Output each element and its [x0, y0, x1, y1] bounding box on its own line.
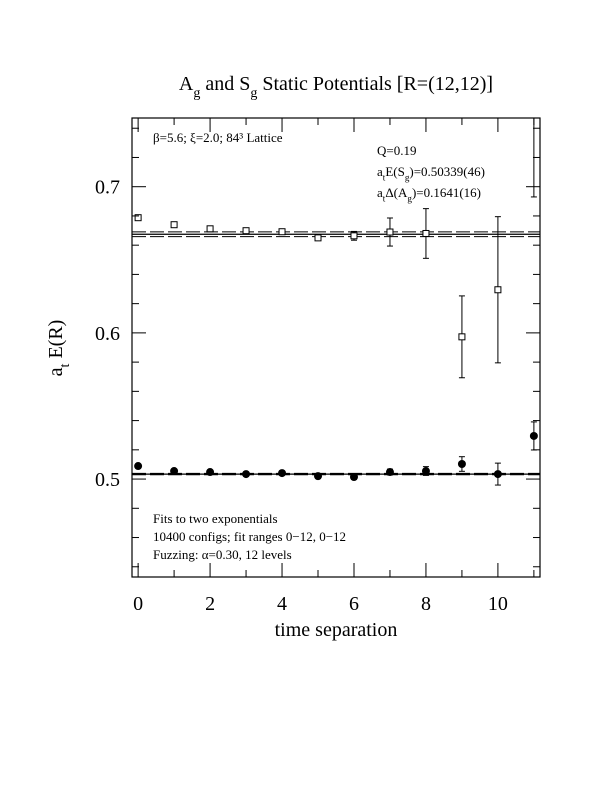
data-point: [278, 228, 286, 236]
x-tick-label: 0: [133, 593, 143, 615]
data-point: [314, 234, 322, 242]
data-point: [170, 221, 178, 229]
x-tick-label: 10: [488, 593, 508, 615]
annotation: Q=0.19: [377, 143, 416, 158]
text-part: g: [250, 86, 257, 101]
data-point: [385, 468, 394, 477]
text-part: Fits to two exponentials: [153, 511, 278, 526]
text-part: A: [179, 73, 194, 95]
annotation: atE(Sg)=0.50339(46): [377, 164, 485, 183]
x-axis-label: time separation: [275, 619, 398, 641]
annotation: β=5.6; ξ=2.0; 84³ Lattice: [153, 130, 283, 145]
data-point: [314, 472, 323, 481]
text-part: )=0.1641(16): [412, 185, 481, 200]
annotation: Fuzzing: α=0.30, 12 levels: [153, 547, 292, 562]
data-point: [278, 469, 287, 478]
data-point: [206, 468, 215, 477]
text-part: E(R): [45, 320, 67, 364]
data-point: [386, 228, 394, 236]
text-part: t: [383, 194, 386, 204]
text-part: a: [45, 367, 67, 376]
text-part: E(S: [385, 164, 405, 179]
text-part: g: [193, 86, 200, 101]
chart-title: Ag and Sg Static Potentials [R=(12,12)]: [179, 73, 493, 101]
text-part: g: [407, 194, 412, 204]
data-point: [349, 473, 358, 482]
text-part: 10400 configs; fit ranges 0−12, 0−12: [153, 529, 346, 544]
data-point: [350, 232, 358, 240]
data-point: [494, 286, 502, 294]
text-part: t: [58, 363, 73, 367]
x-tick-label: 8: [421, 593, 431, 615]
y-tick-label: 0.7: [95, 177, 120, 199]
data-point: [206, 225, 214, 233]
plot-area: [132, 81, 540, 486]
plot-frame: [131, 117, 541, 578]
text-part: g: [405, 173, 410, 183]
y-tick-label: 0.5: [95, 469, 120, 491]
annotation: Fits to two exponentials: [153, 511, 278, 526]
text-part: t: [383, 173, 386, 183]
data-point: [493, 470, 502, 479]
x-tick-label: 2: [205, 593, 215, 615]
data-point: [242, 227, 250, 235]
text-part: Δ(A: [385, 185, 408, 200]
data-point: [134, 462, 143, 471]
text-part: Fuzzing: α=0.30, 12 levels: [153, 547, 292, 562]
y-tick-label: 0.6: [95, 323, 120, 345]
text-part: β=5.6; ξ=2.0; 84³ Lattice: [153, 130, 283, 145]
y-axis-label: at E(R): [45, 320, 73, 377]
data-point: [421, 467, 430, 476]
text-part: a: [377, 164, 383, 179]
data-point: [531, 81, 537, 87]
data-point: [242, 470, 251, 479]
text-part: Static Potentials [R=(12,12)]: [257, 73, 493, 95]
data-point: [422, 229, 430, 237]
x-tick-label: 4: [277, 593, 287, 615]
data-point: [457, 460, 466, 469]
data-point: [529, 431, 538, 440]
data-point: [458, 333, 466, 341]
text-part: a: [377, 185, 383, 200]
text-part: and S: [200, 73, 250, 95]
annotation: atΔ(Ag)=0.1641(16): [377, 185, 481, 204]
text-part: Q=0.19: [377, 143, 416, 158]
data-point: [170, 467, 179, 476]
text-part: )=0.50339(46): [409, 164, 485, 179]
data-point: [134, 214, 142, 222]
x-tick-label: 6: [349, 593, 359, 615]
annotation: 10400 configs; fit ranges 0−12, 0−12: [153, 529, 346, 544]
